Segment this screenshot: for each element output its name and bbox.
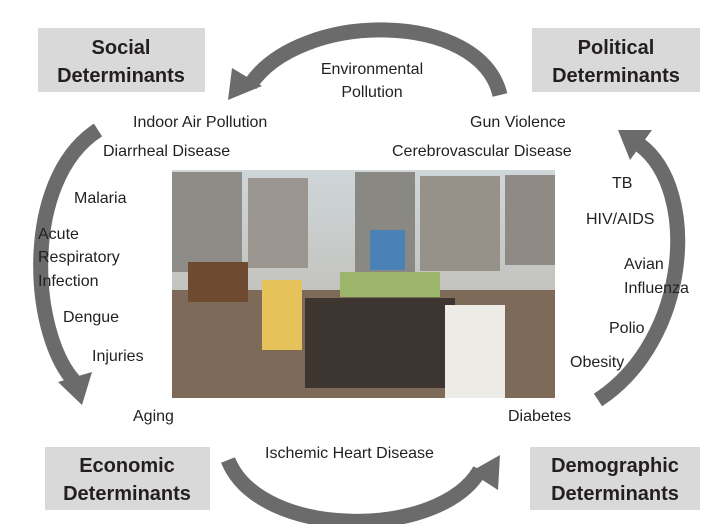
determinant-label: Determinants [552, 65, 680, 87]
photo [172, 170, 555, 398]
item-label: Aging [133, 408, 174, 425]
determinant-label: Political [578, 37, 655, 59]
item-label: Ischemic Heart Disease [265, 445, 434, 462]
item-label: Gun Violence [470, 114, 566, 131]
item-label: Cerebrovascular Disease [392, 143, 572, 160]
item-label: Indoor Air Pollution [133, 114, 267, 131]
item-label: Influenza [624, 280, 689, 297]
item-label: Environmental [321, 61, 423, 78]
arrow-bottom [228, 460, 480, 521]
determinant-label: Demographic [551, 455, 679, 477]
determinant-label: Economic [79, 455, 175, 477]
item-label: Injuries [92, 348, 144, 365]
item-label: Dengue [63, 309, 119, 326]
item-label: Polio [609, 320, 645, 337]
determinant-label: Determinants [551, 483, 679, 505]
determinant-label: Determinants [57, 65, 185, 87]
item-label: Infection [38, 273, 98, 290]
item-label: Obesity [570, 354, 624, 371]
item-label: Respiratory [38, 249, 120, 266]
determinant-label: Social [92, 37, 151, 59]
item-label: Avian [624, 256, 664, 273]
item-label: HIV/AIDS [586, 211, 654, 228]
item-label: Malaria [74, 190, 127, 207]
item-label: Diarrheal Disease [103, 143, 230, 160]
item-label: Acute [38, 226, 79, 243]
item-label: Diabetes [508, 408, 571, 425]
diagram: Social Determinants Political Determinants E… [0, 0, 710, 524]
item-label: TB [612, 175, 632, 192]
determinant-label: Determinants [63, 483, 191, 505]
item-label: Pollution [341, 84, 402, 101]
